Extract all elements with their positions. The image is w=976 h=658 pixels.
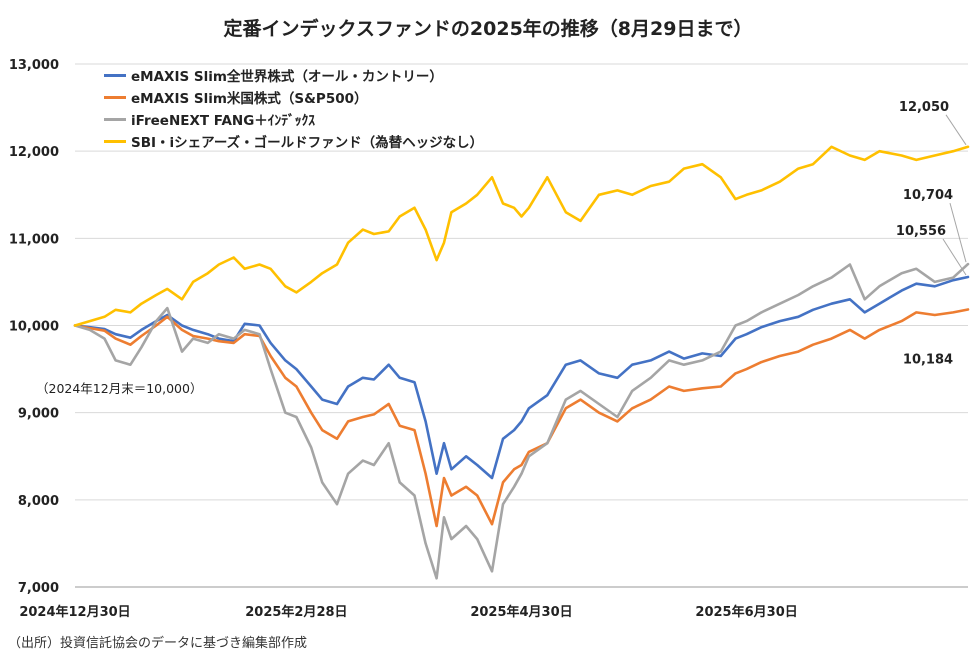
x-tick-label: 2025年4月30日: [470, 604, 572, 620]
legend-item-acwi: eMAXIS Slim全世界株式（オール・カントリー）: [104, 64, 483, 86]
x-tick-label: 2024年12月30日: [19, 604, 130, 620]
data-label: 12,050: [899, 100, 949, 115]
legend-label: iFreeNEXT FANG＋ｲﾝﾃﾞｯｸｽ: [131, 113, 316, 129]
y-tick-label: 8,000: [18, 494, 59, 509]
legend-item-sp500: eMAXIS Slim米国株式（S&P500）: [104, 86, 483, 108]
legend-swatch: [104, 95, 126, 99]
legend-label: eMAXIS Slim全世界株式（オール・カントリー）: [131, 69, 443, 85]
data-label-leader: [949, 203, 967, 263]
data-label-leader: [945, 114, 967, 146]
baseline-note: （2024年12月末＝10,000）: [36, 381, 203, 396]
source-note: （出所）投資信託協会のデータに基づき編集部作成: [8, 636, 308, 651]
y-tick-label: 9,000: [18, 407, 59, 422]
series-line: [73, 145, 970, 327]
legend-swatch: [104, 117, 126, 121]
series-lines: [73, 145, 970, 580]
y-tick-label: 13,000: [9, 58, 59, 73]
legend-item-fang: iFreeNEXT FANG＋ｲﾝﾃﾞｯｸｽ: [104, 108, 483, 130]
chart-title: 定番インデックスファンドの2025年の推移（8月29日まで）: [223, 18, 753, 40]
legend: eMAXIS Slim全世界株式（オール・カントリー） eMAXIS Slim米…: [104, 64, 483, 152]
y-tick-label: 7,000: [18, 581, 59, 596]
axes: 7,000 8,000 9,000 10,000 11,000 12,000 13,000 2…: [9, 58, 968, 620]
legend-label: eMAXIS Slim米国株式（S&P500）: [131, 91, 368, 107]
x-tick-label: 2025年2月28日: [245, 604, 347, 620]
y-tick-label: 10,000: [9, 320, 59, 335]
y-tick-label: 12,000: [9, 145, 59, 160]
data-label: 10,184: [903, 352, 953, 367]
series-line: [73, 262, 970, 580]
legend-label: SBI・iシェアーズ・ゴールドファンド（為替ヘッジなし）: [131, 135, 484, 151]
legend-item-gold: SBI・iシェアーズ・ゴールドファンド（為替ヘッジなし）: [104, 130, 483, 152]
x-tick-label: 2025年6月30日: [695, 604, 797, 620]
legend-swatch: [104, 73, 126, 77]
series-line: [73, 275, 970, 480]
data-labels: 12,050 10,704 10,556 10,184: [896, 100, 967, 367]
legend-swatch: [104, 139, 126, 143]
data-label: 10,556: [896, 224, 946, 239]
grid-lines: [75, 63, 968, 501]
data-label-leader: [942, 238, 967, 276]
data-label: 10,704: [903, 188, 953, 203]
y-tick-label: 11,000: [9, 232, 59, 247]
